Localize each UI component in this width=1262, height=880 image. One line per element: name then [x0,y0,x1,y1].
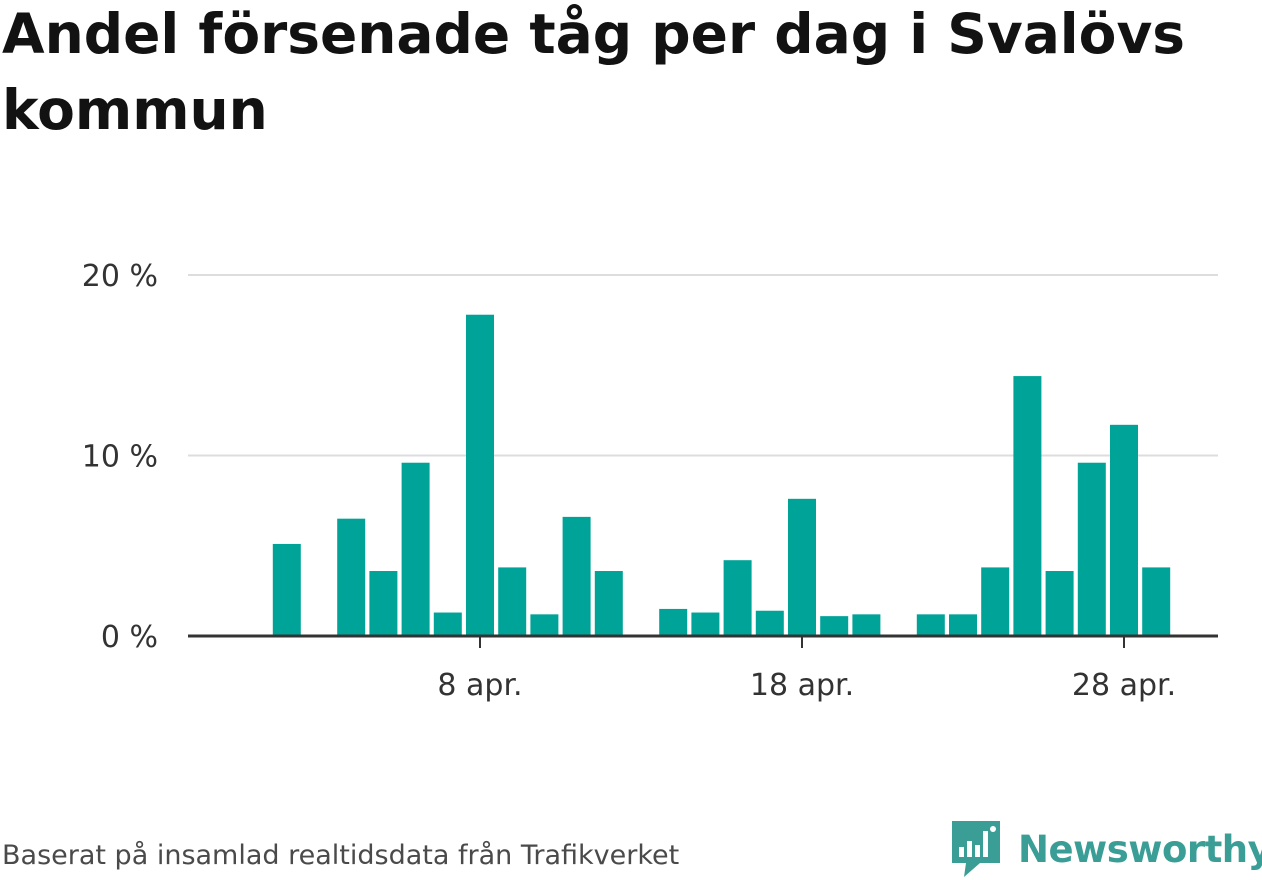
bar [755,610,784,636]
source-note: Baserat på insamlad realtidsdata från Tr… [2,840,680,871]
brand-logo: Newsworthy [950,818,1262,880]
bar [562,516,591,636]
y-tick-labels: 0 % 10 % 20 % [82,259,158,655]
bar [401,462,430,636]
newsworthy-logo-icon [952,821,1000,877]
gridlines [188,274,1218,457]
x-tick-label: 8 apr. [437,668,522,703]
chart-title: Andel försenade tåg per dag i Svalövs ko… [2,2,1186,142]
bar [594,571,623,636]
bar [337,518,366,636]
x-tick-labels: 8 apr. 18 apr. 28 apr. [437,668,1176,703]
bar [433,612,462,636]
bar [949,614,977,636]
bar [498,567,527,636]
bar [981,567,1010,636]
x-axis [188,634,1218,648]
x-tick-label: 18 apr. [750,668,854,703]
bar [723,560,752,636]
y-tick-label: 20 % [82,259,158,294]
bar [1045,571,1074,636]
y-tick-label: 0 % [101,620,158,655]
bar [1142,567,1171,636]
bar [530,614,559,636]
bar [659,608,688,636]
bar [369,571,398,636]
x-tick-label: 28 apr. [1072,668,1176,703]
bar [466,314,494,636]
bar [820,616,849,636]
bar [272,543,301,636]
bar [1013,376,1042,636]
bars [272,314,1171,636]
bar [1077,462,1106,636]
bar [916,614,945,636]
bar [691,612,720,636]
y-tick-label: 10 % [82,440,158,475]
brand-name: Newsworthy [1018,827,1262,871]
bar [852,614,881,636]
bar [1110,424,1138,636]
bar [788,498,816,636]
